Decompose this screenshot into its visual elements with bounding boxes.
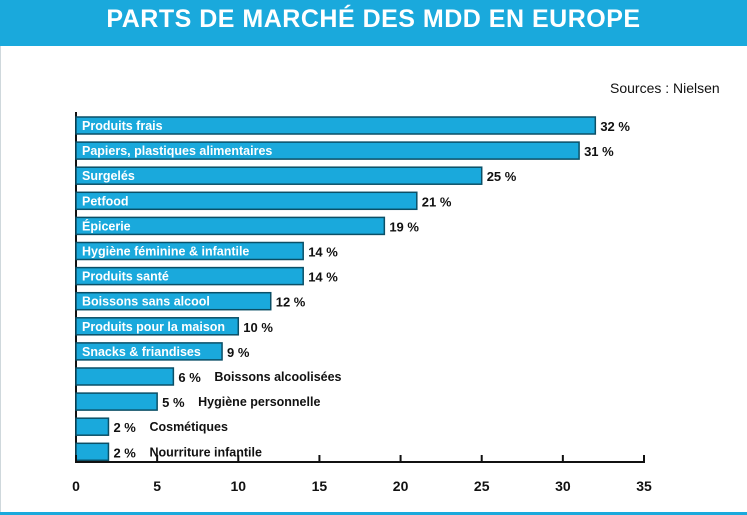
x-tick-label: 10 (230, 478, 246, 494)
x-tick-label: 35 (636, 478, 652, 494)
category-label: Hygiène personnelle (198, 395, 320, 409)
bar-2 (75, 166, 483, 185)
value-label: 12 % (276, 295, 306, 310)
bar-8 (75, 317, 240, 336)
x-tick-label: 5 (153, 478, 161, 494)
source-note: Sources : Nielsen (610, 80, 720, 96)
bar-1 (75, 141, 580, 160)
category-label: Surgelés (82, 169, 135, 183)
x-tick-label: 0 (72, 478, 80, 494)
x-tick-label: 20 (393, 478, 409, 494)
category-label: Épicerie (82, 218, 131, 233)
x-tick-label: 30 (555, 478, 571, 494)
bar-3 (75, 191, 418, 211)
value-label: 31 % (584, 144, 614, 159)
value-label: 25 % (487, 169, 517, 184)
category-label: Boissons alcoolisées (214, 370, 341, 384)
category-label: Papiers, plastiques alimentaires (82, 144, 272, 158)
bottom-rule (0, 512, 747, 515)
bar-13 (75, 442, 110, 462)
bar-4 (75, 216, 386, 236)
value-label: 6 % (178, 370, 201, 385)
category-label: Produits santé (82, 270, 169, 284)
category-label: Petfood (82, 194, 129, 208)
bar-5 (75, 241, 304, 261)
bar-0 (75, 116, 597, 135)
bar-12 (75, 417, 110, 436)
category-label: Produits pour la maison (82, 320, 225, 334)
bar-11 (75, 392, 158, 411)
bar-10 (75, 367, 175, 386)
title-banner: PARTS DE MARCHÉ DES MDD EN EUROPE (0, 0, 747, 46)
value-label: 32 % (600, 119, 630, 134)
frame-edge (0, 46, 1, 515)
value-label: 19 % (389, 219, 419, 234)
x-tick-label: 15 (312, 478, 328, 494)
category-label: Produits frais (82, 119, 163, 133)
category-label: Snacks & friandises (82, 345, 201, 359)
value-label: 14 % (308, 245, 338, 260)
category-label: Hygiène féminine & infantile (82, 245, 249, 259)
value-label: 14 % (308, 270, 338, 285)
chart-title: PARTS DE MARCHÉ DES MDD EN EUROPE (106, 5, 641, 33)
category-label: Nourriture infantile (149, 445, 262, 459)
value-label: 5 % (162, 395, 185, 410)
value-label: 9 % (227, 345, 250, 360)
category-label: Boissons sans alcool (82, 295, 210, 309)
value-label: 10 % (243, 320, 273, 335)
bar-9 (75, 342, 223, 361)
bar-6 (75, 266, 304, 286)
category-label: Cosmétiques (149, 420, 228, 434)
value-label: 2 % (113, 420, 136, 435)
x-tick-label: 25 (474, 478, 490, 494)
value-label: 21 % (422, 194, 452, 209)
bar-7 (75, 291, 272, 311)
value-label: 2 % (113, 445, 136, 460)
